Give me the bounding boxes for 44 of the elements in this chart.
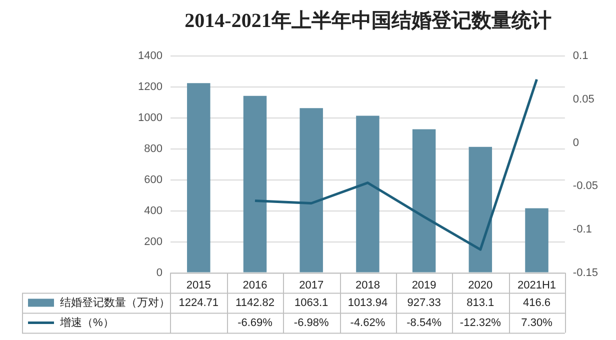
x-tick-label: 2017	[299, 279, 324, 292]
data-label: 927.33	[407, 296, 441, 309]
data-label: 1013.94	[348, 296, 388, 309]
bar	[525, 208, 548, 272]
y-tick-label: 800	[144, 142, 162, 155]
data-label: -8.54%	[406, 316, 442, 329]
x-tick-label: 2016	[242, 279, 268, 292]
data-label: 1063.1	[294, 296, 328, 309]
y-tick-label: 200	[144, 236, 162, 248]
y2-tick-label: -0.15	[572, 266, 598, 279]
data-label: -6.69%	[238, 316, 273, 329]
data-label: -6.98%	[294, 316, 329, 329]
data-label: -4.62%	[350, 316, 386, 329]
y-tick-label: 600	[144, 174, 162, 186]
y-tick-label: 1000	[138, 112, 162, 124]
data-label: 416.6	[522, 296, 551, 309]
x-tick-label: 2021H1	[517, 279, 556, 292]
bar	[356, 116, 380, 272]
y-tick-label: 400	[144, 204, 162, 217]
x-tick-label: 2019	[412, 279, 436, 292]
y2-tick-label: 0.1	[572, 50, 588, 62]
y2-tick-label: 0.05	[572, 93, 594, 106]
y-tick-label: 1200	[138, 81, 162, 94]
bar	[243, 96, 267, 272]
data-label: -12.32%	[460, 316, 502, 329]
legend-label: 增速（%）	[59, 316, 114, 329]
bar	[468, 146, 492, 272]
bar	[412, 129, 436, 272]
data-label: 1224.71	[178, 296, 219, 309]
bar	[187, 83, 210, 272]
data-label: 813.1	[466, 296, 494, 309]
x-tick-label: 2020	[468, 279, 493, 292]
y2-tick-label: -0.05	[572, 180, 598, 192]
legend-label: 结婚登记数量（万对）	[60, 296, 170, 309]
data-label: 7.30%	[521, 316, 553, 329]
y2-tick-label: -0.1	[572, 223, 592, 236]
data-label: 1142.82	[236, 296, 274, 309]
chart-title: 2014-2021年上半年中国结婚登记数量统计	[184, 9, 552, 32]
y-tick-label: 1400	[138, 50, 162, 62]
x-tick-label: 2018	[355, 279, 380, 292]
x-tick-label: 2015	[186, 279, 211, 292]
bar	[300, 108, 323, 272]
y2-tick-label: 0	[572, 136, 580, 149]
y-tick-label: 0	[156, 266, 162, 279]
